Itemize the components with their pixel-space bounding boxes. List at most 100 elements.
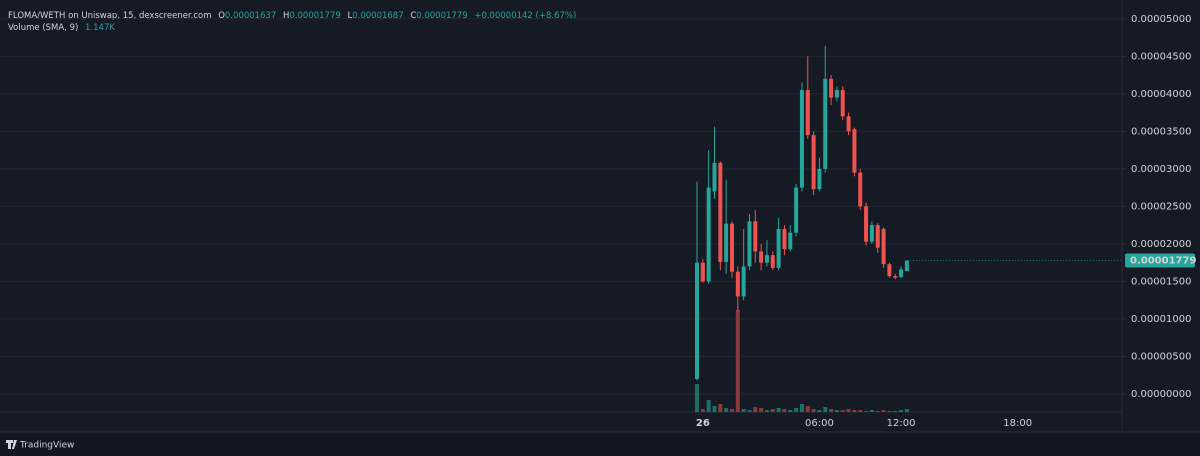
volume-bar: [735, 310, 740, 412]
header: FLOMA/WETH on Uniswap, 15, dexscreener.c…: [8, 11, 576, 21]
volume-bar: [893, 411, 898, 412]
volume-sma: 1.147K: [85, 23, 115, 33]
volume-bar: [770, 409, 775, 412]
l-value: 0.00001687: [352, 11, 403, 21]
candle-body: [799, 90, 804, 188]
change: +0.00000142 (+8.67%): [474, 11, 576, 21]
candle-body: [700, 262, 705, 282]
volume-bar: [794, 408, 799, 412]
h-label: H: [283, 11, 289, 21]
volume-bar: [799, 404, 804, 412]
y-tick-label: 0.00005000: [1131, 14, 1191, 25]
branding: TradingView: [19, 441, 74, 451]
candle-body: [712, 162, 717, 192]
candle-body: [875, 225, 880, 248]
o-value: 0.00001637: [225, 11, 276, 21]
volume-bar: [747, 410, 752, 412]
y-tick-label: 0.00001000: [1131, 314, 1191, 325]
x-tick-label: 26: [696, 418, 710, 429]
volume-bar: [904, 409, 909, 412]
candle-body: [869, 225, 874, 242]
volume-bar: [875, 411, 880, 412]
volume-bar: [817, 410, 822, 412]
candle-body: [881, 228, 886, 265]
candle-body: [904, 260, 909, 272]
volume-bar: [724, 408, 729, 412]
volume-bar: [805, 406, 810, 412]
symbol: FLOMA/WETH on Uniswap, 15, dexscreener.c…: [8, 11, 212, 21]
candle-body: [846, 116, 851, 132]
candle-body: [805, 90, 810, 136]
volume-header: Volume (SMA, 9) 1.147K: [8, 23, 115, 33]
candle-body: [811, 135, 816, 190]
candle-body: [829, 78, 834, 98]
candle-body: [858, 172, 863, 207]
candle-body: [718, 162, 723, 262]
last-price-label: 0.00001779: [1130, 255, 1196, 266]
x-tick-label: 18:00: [1003, 418, 1032, 429]
y-tick-label: 0.00002000: [1131, 239, 1191, 250]
candle-body: [695, 262, 699, 379]
volume-bar: [759, 408, 764, 412]
c-label: C: [410, 11, 416, 21]
candle-body: [899, 269, 904, 277]
y-tick-label: 0.00000500: [1131, 351, 1191, 362]
volume-title: Volume (SMA, 9): [8, 23, 78, 33]
candle-body: [747, 221, 752, 267]
candle-body: [852, 129, 857, 173]
y-tick-label: 0.00000000: [1131, 389, 1191, 400]
y-tick-label: 0.00002500: [1131, 201, 1191, 212]
volume-bar: [840, 410, 845, 412]
candle-body: [770, 255, 775, 268]
volume-bar: [829, 409, 834, 412]
candle-body: [817, 168, 822, 190]
candle-body: [887, 264, 892, 277]
volume-bar: [852, 410, 857, 412]
candle-body: [724, 223, 729, 262]
candle-body: [788, 232, 793, 250]
candle-body: [741, 266, 746, 297]
volume-bar: [881, 410, 886, 412]
volume-bar: [899, 410, 904, 412]
y-tick-label: 0.00004500: [1131, 51, 1191, 62]
volume-bar: [712, 406, 717, 412]
last-price-box: [1125, 253, 1195, 268]
volume-bar: [706, 400, 711, 412]
candle-body: [893, 276, 898, 278]
candle-body: [864, 206, 869, 242]
y-tick-label: 0.00004000: [1131, 89, 1191, 100]
h-value: 0.00001779: [289, 11, 340, 21]
volume-bar: [846, 409, 851, 412]
volume-bar: [700, 409, 705, 412]
c-value: 0.00001779: [416, 11, 467, 21]
candle-body: [782, 228, 787, 250]
volume-bar: [788, 410, 793, 412]
candle-body: [794, 187, 799, 233]
volume-bar: [718, 404, 723, 412]
candle-body: [764, 255, 769, 263]
volume-bar: [858, 410, 863, 412]
candle-body: [706, 187, 711, 282]
volume-bar: [764, 410, 769, 412]
candle-body: [729, 223, 734, 272]
footer: [0, 432, 1200, 456]
l-label: L: [347, 11, 352, 21]
volume-bar: [887, 411, 892, 412]
y-tick-label: 0.00003000: [1131, 164, 1191, 175]
volume-bar: [864, 411, 869, 412]
y-tick-label: 0.00003500: [1131, 126, 1191, 137]
candle-body: [735, 271, 740, 297]
volume-bar: [729, 409, 734, 412]
candle-body: [823, 78, 828, 169]
volume-bar: [811, 409, 816, 412]
volume-bar: [776, 408, 781, 412]
x-tick-label: 06:00: [805, 418, 834, 429]
volume-bar: [834, 410, 839, 412]
o-label: O: [218, 11, 225, 21]
x-tick-label: 12:00: [887, 418, 916, 429]
candle-body: [753, 221, 758, 252]
candle-body: [776, 228, 781, 268]
candle-body: [759, 251, 764, 263]
